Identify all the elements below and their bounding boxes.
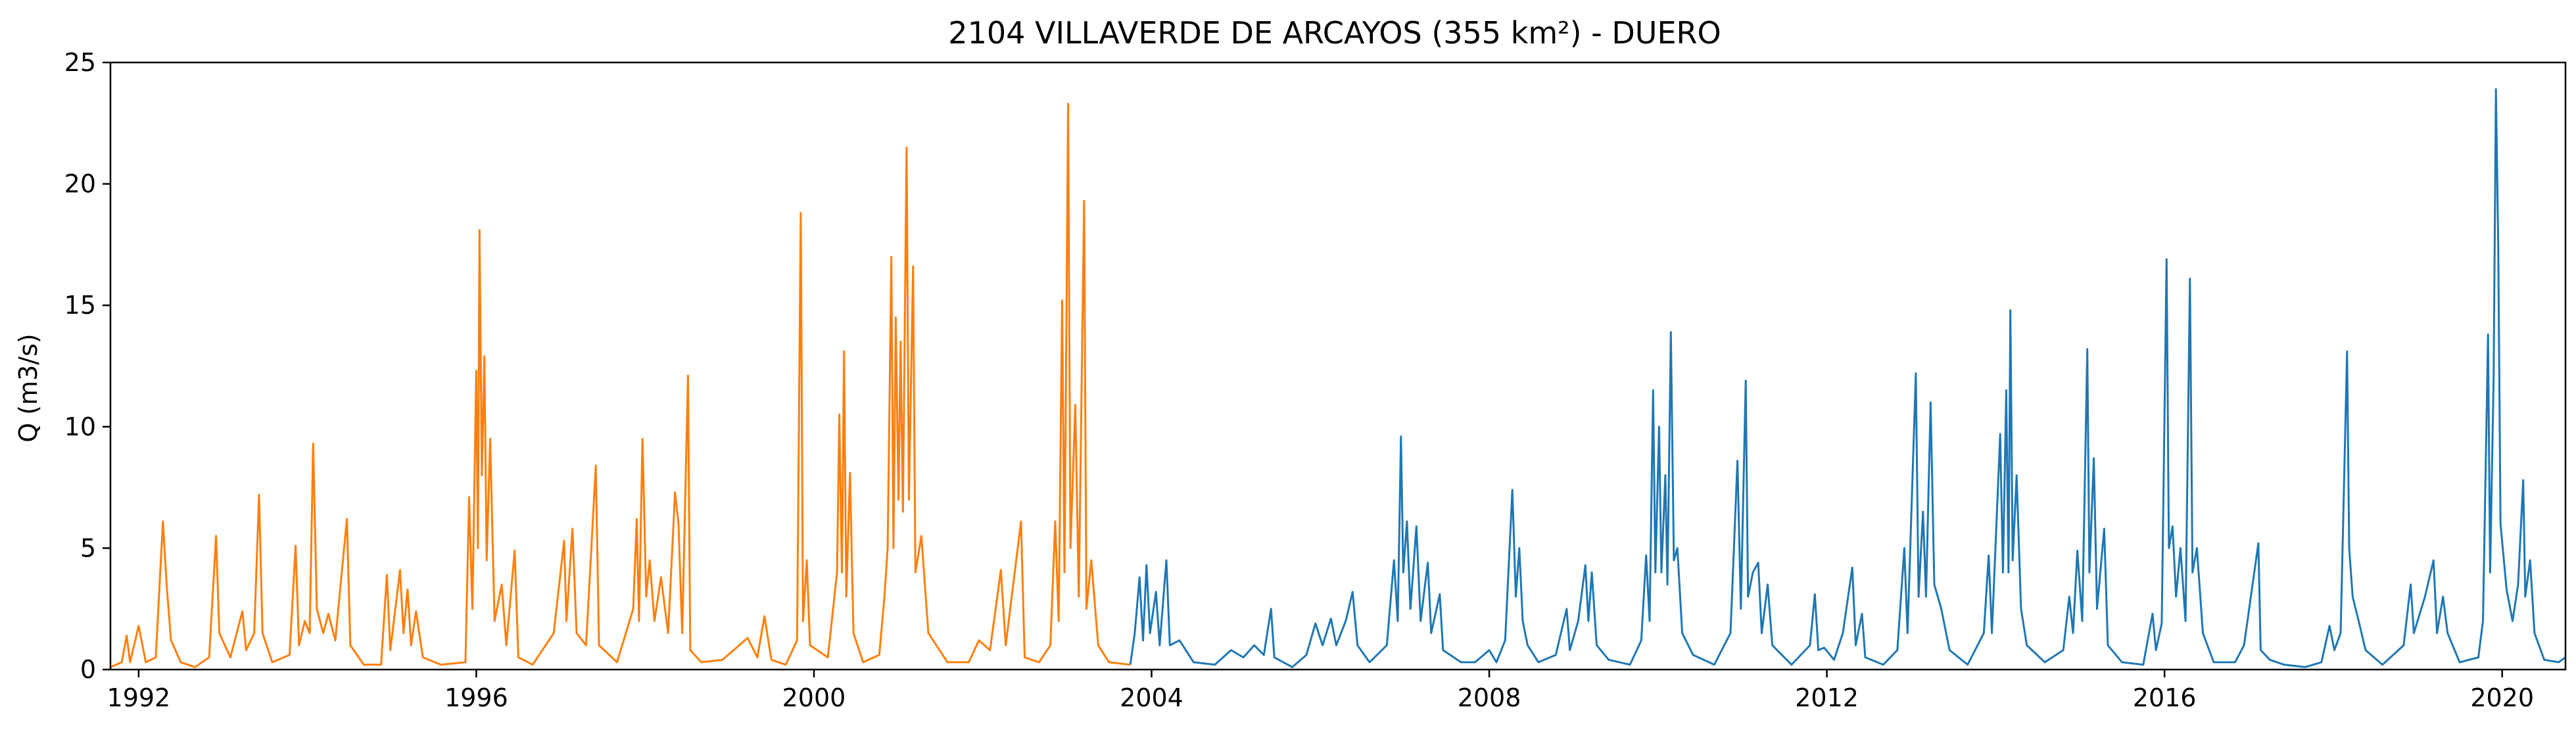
series-line-2 (1129, 88, 2565, 668)
y-tick-label: 25 (64, 48, 96, 77)
chart-title: 2104 VILLAVERDE DE ARCAYOS (355 km²) - D… (948, 15, 1721, 51)
y-tick-label: 5 (80, 533, 96, 562)
plot-frame (109, 61, 2567, 671)
x-tick-label: 2012 (1795, 683, 1859, 712)
x-tick-label: 2000 (782, 683, 846, 712)
y-tick-label: 10 (64, 412, 96, 441)
series-layer (110, 88, 2565, 668)
y-tick-label: 0 (80, 655, 96, 684)
y-tick-label: 20 (64, 170, 96, 199)
axes-layer: 0 5 10 15 20 25 1992 1996 2000 2004 2008 2012 2016 20… (64, 48, 2567, 712)
x-tick-label: 2004 (1120, 683, 1183, 712)
y-axis-label: Q (m3/s) (14, 333, 43, 442)
x-tick-label: 2020 (2470, 683, 2534, 712)
x-tick-label: 1996 (444, 683, 508, 712)
x-tick-label: 2016 (2133, 683, 2197, 712)
x-tick-label: 2008 (1458, 683, 1521, 712)
x-tick-label: 1992 (107, 683, 171, 712)
y-tick-label: 15 (64, 291, 96, 320)
series-line-1 (110, 103, 1130, 668)
